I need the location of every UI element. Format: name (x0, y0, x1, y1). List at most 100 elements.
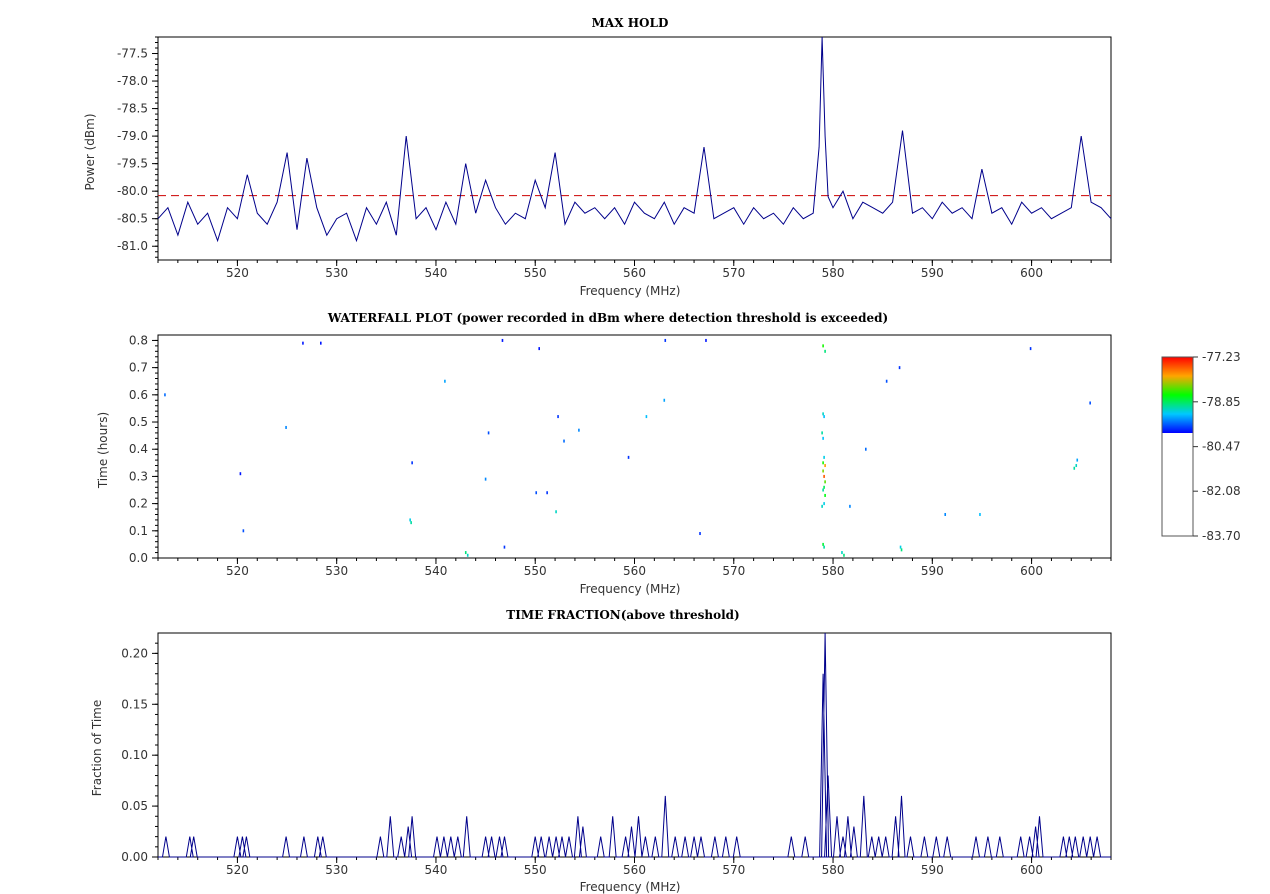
waterfall-point (320, 341, 322, 345)
y-tick-label: 0.6 (129, 388, 148, 402)
colorbar-ticks: -77.23 -78.85 -80.47 -82.08 -83.70 (1193, 350, 1241, 543)
waterfall-point (546, 491, 548, 495)
waterfall-y-ticks: 0.0 0.1 0.2 0.3 0.4 0.5 0.6 0.7 0.8 (129, 333, 158, 565)
waterfall-point (822, 344, 824, 348)
timefraction-y-axis-label: Fraction of Time (90, 700, 104, 796)
y-tick-label: 0.8 (129, 333, 148, 347)
x-tick-label: 580 (822, 564, 845, 578)
waterfall-point (699, 532, 701, 536)
waterfall-point (841, 551, 843, 555)
waterfall-point (578, 428, 580, 432)
waterfall-point (823, 455, 825, 459)
x-tick-label: 530 (325, 863, 348, 877)
waterfall-point (823, 474, 825, 478)
x-tick-label: 600 (1020, 266, 1043, 280)
waterfall-point (239, 472, 242, 476)
x-tick-label: 560 (623, 564, 646, 578)
waterfall-y-axis-label: Time (hours) (96, 412, 110, 489)
waterfall-title: WATERFALL PLOT (power recorded in dBm wh… (327, 311, 888, 325)
waterfall-point (1073, 466, 1076, 470)
waterfall-point (823, 415, 825, 419)
timefraction-series-line (158, 632, 1111, 858)
waterfall-point (1089, 401, 1091, 405)
waterfall-point (501, 338, 504, 342)
waterfall-point (898, 366, 901, 370)
y-tick-label: -77.5 (117, 47, 148, 61)
waterfall-point (563, 439, 565, 443)
timefraction-plot-area (157, 632, 1112, 858)
y-tick-label: 0.15 (121, 697, 148, 711)
waterfall-point (821, 431, 823, 435)
x-tick-label: 530 (325, 564, 348, 578)
x-tick-label: 590 (921, 863, 944, 877)
colorbar-tick-label: -77.23 (1202, 350, 1241, 364)
waterfall-point (823, 545, 825, 549)
maxhold-y-axis-label: Power (dBm) (83, 114, 97, 191)
x-tick-label: 530 (325, 266, 348, 280)
maxhold-y-ticks: -77.5 -78.0 -78.5 -79.0 -79.5 -80.0 -80.5 -81.0 (117, 36, 158, 258)
x-tick-label: 560 (623, 863, 646, 877)
waterfall-point (627, 455, 630, 459)
waterfall-point (484, 477, 487, 481)
waterfall-point (410, 521, 412, 525)
waterfall-point (822, 542, 824, 546)
x-tick-label: 570 (722, 266, 745, 280)
timefraction-panel: TIME FRACTION(above threshold) 520 530 540… (90, 608, 1112, 894)
colorbar-white-section (1162, 433, 1193, 536)
y-tick-label: 0.2 (129, 497, 148, 511)
colorbar-tick-label: -78.85 (1202, 395, 1241, 409)
y-tick-label: 0.00 (121, 850, 148, 864)
waterfall-point (823, 502, 825, 506)
waterfall-x-ticks: 520 530 540 550 560 570 580 590 600 (157, 558, 1112, 578)
y-tick-label: -79.5 (117, 157, 148, 171)
x-tick-label: 570 (722, 863, 745, 877)
y-tick-label: -78.0 (117, 74, 148, 88)
waterfall-point (822, 436, 824, 440)
waterfall-point (302, 341, 304, 345)
x-tick-label: 590 (921, 564, 944, 578)
maxhold-panel: MAX HOLD 520 530 540 550 560 570 580 590 600 -77… (83, 16, 1112, 298)
x-tick-label: 600 (1020, 863, 1043, 877)
maxhold-plot-area (157, 36, 1112, 261)
waterfall-point (444, 379, 446, 383)
waterfall-point (822, 488, 824, 492)
x-tick-label: 540 (425, 564, 448, 578)
timefraction-x-ticks: 520 530 540 550 560 570 580 590 600 (157, 857, 1112, 877)
waterfall-point (645, 415, 648, 419)
waterfall-point (979, 512, 981, 516)
waterfall-point (487, 431, 490, 435)
x-tick-label: 540 (425, 266, 448, 280)
waterfall-point (503, 545, 506, 549)
y-tick-label: 0.20 (121, 646, 148, 660)
waterfall-point (843, 553, 845, 557)
colorbar-tick-label: -83.70 (1202, 529, 1241, 543)
y-tick-label: 0.10 (121, 748, 148, 762)
x-tick-label: 570 (722, 564, 745, 578)
x-tick-label: 540 (425, 863, 448, 877)
maxhold-x-axis-label: Frequency (MHz) (580, 284, 681, 298)
x-tick-label: 550 (524, 863, 547, 877)
waterfall-point (821, 504, 823, 508)
y-tick-label: -81.0 (117, 239, 148, 253)
waterfall-x-axis-label: Frequency (MHz) (580, 582, 681, 596)
waterfall-point (285, 425, 287, 429)
waterfall-point (885, 379, 888, 383)
waterfall-panel: WATERFALL PLOT (power recorded in dBm wh… (96, 311, 1241, 596)
waterfall-point (1076, 458, 1079, 462)
x-tick-label: 580 (822, 863, 845, 877)
waterfall-point (663, 398, 666, 402)
y-tick-label: 0.5 (129, 415, 148, 429)
x-tick-label: 600 (1020, 564, 1043, 578)
maxhold-title: MAX HOLD (592, 16, 669, 30)
waterfall-point (555, 510, 557, 514)
waterfall-point (464, 551, 467, 555)
waterfall-point (822, 469, 824, 473)
timefraction-y-ticks: 0.00 0.05 0.10 0.15 0.20 (121, 642, 158, 864)
waterfall-point (865, 447, 867, 451)
y-tick-label: 0.0 (129, 551, 148, 565)
waterfall-point (664, 338, 667, 342)
waterfall-point (824, 349, 826, 353)
x-tick-label: 550 (524, 564, 547, 578)
x-tick-label: 520 (226, 863, 249, 877)
waterfall-point (557, 415, 559, 419)
